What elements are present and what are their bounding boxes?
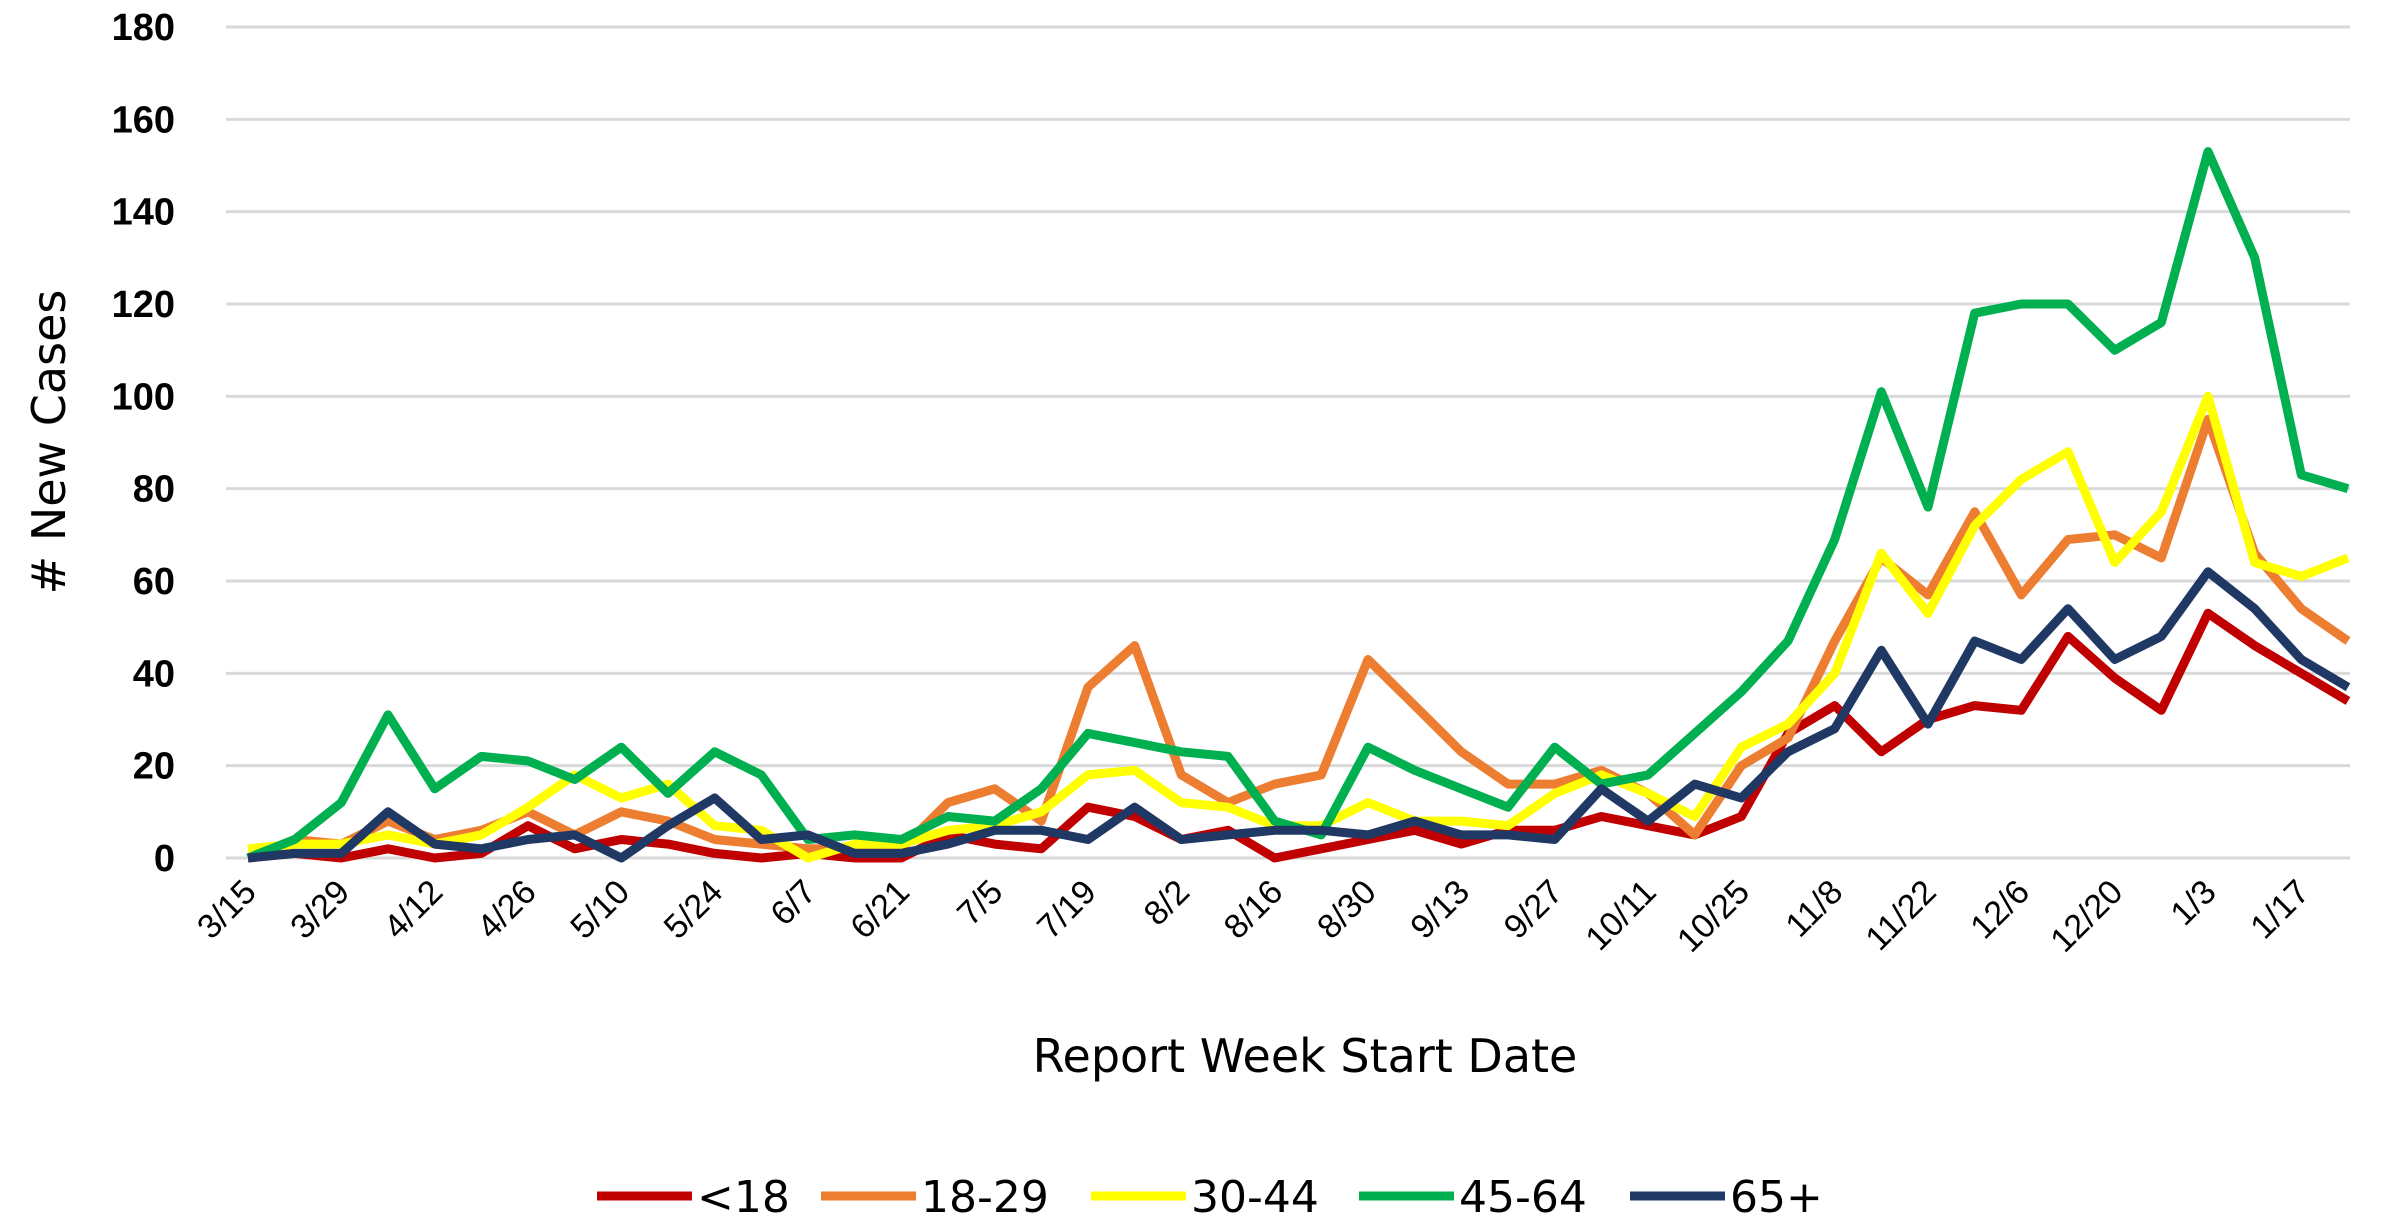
x-tick-label: 12/20 [2043,873,2130,960]
series-lines [246,147,2351,863]
x-tick-label: 6/7 [763,873,823,933]
legend-item: 18-29 [821,1172,1049,1223]
y-tick-label: 100 [112,376,175,418]
x-tick-label: 8/16 [1217,873,1291,947]
x-tick-label: 8/30 [1310,873,1384,947]
x-axis-ticks: 3/15 3/29 4/12 4/26 5/10 5/24 6/7 6/21 7/5 7/19 8/… [190,873,2317,960]
y-axis-title: # New Cases [22,290,76,595]
x-tick-label: 1/3 [2163,873,2223,933]
legend: <18 18-29 30-44 45-64 65+ [597,1172,1823,1223]
legend-item: <18 [597,1172,790,1223]
y-tick-label: 80 [133,469,175,511]
x-tick-label: 7/5 [950,873,1010,933]
x-tick-label: 11/8 [1778,873,1850,945]
x-tick-label: 3/15 [190,873,264,947]
legend-label: 18-29 [921,1172,1049,1223]
legend-label: 65+ [1730,1172,1823,1223]
x-tick-label: 10/11 [1578,873,1663,958]
x-tick-label: 7/19 [1030,873,1104,947]
gridlines [226,25,2350,860]
legend-item: 65+ [1630,1172,1823,1223]
y-tick-label: 140 [112,192,175,234]
x-tick-label: 3/29 [283,873,357,947]
x-tick-label: 12/6 [1963,873,2037,947]
y-tick-label: 40 [133,653,175,695]
legend-item: 45-64 [1359,1172,1587,1223]
y-tick-label: 180 [112,7,175,49]
y-tick-label: 120 [112,284,175,326]
x-axis-title: Report Week Start Date [1033,1029,1578,1083]
series-line-4 [247,567,2351,863]
y-tick-label: 20 [133,746,175,788]
x-tick-label: 5/24 [657,873,731,947]
x-tick-label: 8/2 [1137,873,1197,933]
x-tick-label: 1/17 [2243,873,2317,947]
legend-label: 30-44 [1191,1172,1319,1223]
y-axis-ticks: 0 20 40 60 80 100 120 140 160 180 [112,7,175,880]
x-tick-label: 9/13 [1403,873,1477,947]
x-tick-label: 4/26 [470,873,544,947]
y-tick-label: 160 [112,99,175,141]
x-tick-label: 5/10 [563,873,637,947]
legend-label: <18 [697,1172,790,1223]
series-line-1 [246,414,2351,863]
legend-label: 45-64 [1459,1172,1587,1223]
series-line-2 [247,391,2350,863]
x-tick-label: 9/27 [1497,873,1571,947]
x-tick-label: 10/25 [1670,873,1757,960]
x-tick-label: 11/22 [1858,873,1943,958]
legend-item: 30-44 [1091,1172,1319,1223]
series-line-3 [246,147,2350,863]
y-tick-label: 0 [154,838,175,880]
x-tick-label: 6/21 [843,873,917,947]
y-tick-label: 60 [133,561,175,603]
x-tick-label: 4/12 [377,873,451,947]
